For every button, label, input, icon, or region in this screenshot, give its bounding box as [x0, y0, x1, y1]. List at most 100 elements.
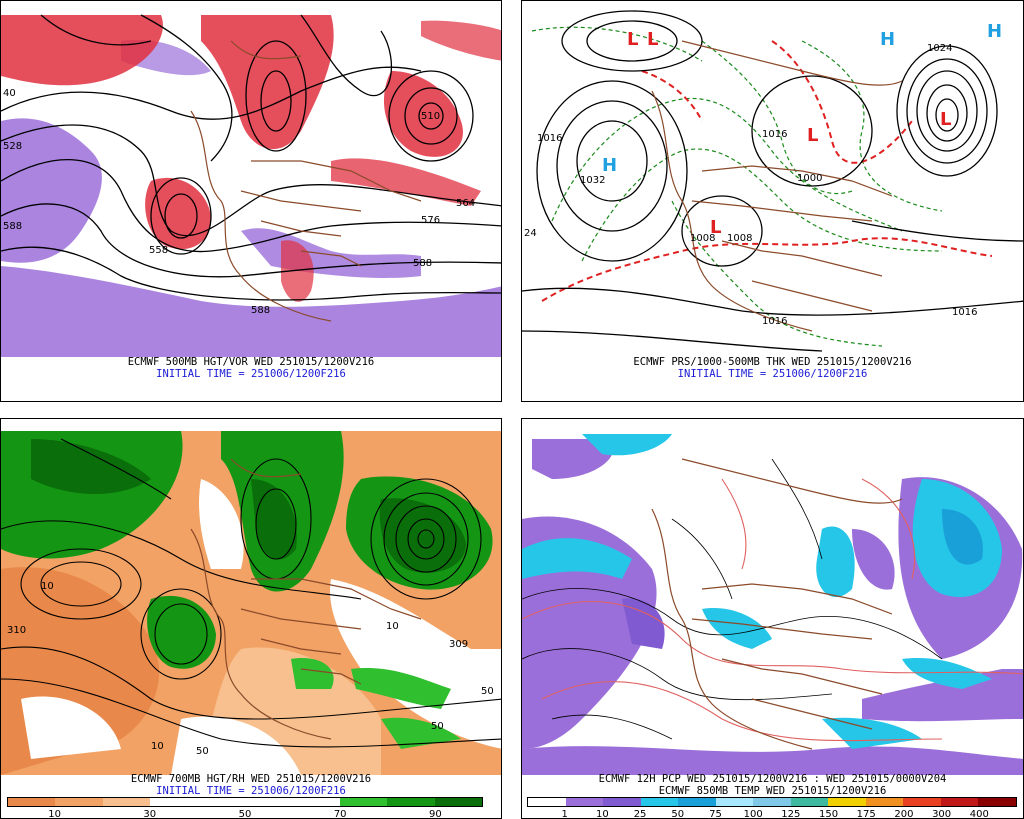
svg-text:588: 588 — [3, 221, 22, 232]
panel-prs-thk: H H H L L L L L 1024 1032 1016 1008 1000… — [521, 0, 1024, 402]
svg-text:1024: 1024 — [927, 43, 952, 54]
rh-colorbar-swatches — [7, 797, 483, 807]
colorbar-swatch — [678, 798, 716, 806]
svg-text:564: 564 — [456, 198, 475, 209]
colorbar-tick-label: 90 — [429, 809, 442, 819]
low-marker: L — [647, 29, 658, 50]
svg-text:588: 588 — [413, 258, 432, 269]
pcp-colorbar-labels: 1 10 25 50 75 100 125 150 175 200 300 400 — [527, 809, 1017, 819]
panel-500mb-hgt-vor: 40 528 588 558 576 564 588 588 510 ECMWF… — [0, 0, 502, 402]
svg-text:40: 40 — [3, 88, 16, 99]
colorbar-swatch — [245, 798, 293, 806]
svg-text:576: 576 — [421, 215, 440, 226]
colorbar-tick-label: 150 — [818, 809, 839, 819]
colorbar-tick-label: 1 — [561, 809, 568, 819]
svg-text:510: 510 — [421, 111, 440, 122]
caption-initial-time: INITIAL TIME = 251006/1200F216 — [677, 368, 868, 380]
panel-700mb-hgt-rh: 310 10 10 10 50 50 50 309 ECMWF 700MB HG… — [0, 418, 502, 819]
low-marker: L — [807, 125, 818, 146]
rh-colorbar-labels: 10 30 50 70 90 — [7, 809, 483, 819]
colorbar-swatch — [903, 798, 941, 806]
colorbar-tick-label: 75 — [709, 809, 722, 819]
colorbar-tick-label: 200 — [894, 809, 914, 819]
svg-text:1016: 1016 — [762, 129, 787, 140]
caption-title: ECMWF 500MB HGT/VOR WED 251015/1200V216 — [127, 356, 375, 368]
svg-text:1016: 1016 — [537, 133, 562, 144]
colorbar-swatch — [339, 798, 388, 806]
low-marker: L — [710, 217, 721, 238]
colorbar-tick-label: 175 — [856, 809, 876, 819]
map-500mb: 40 528 588 558 576 564 588 588 510 — [1, 14, 501, 357]
svg-text:50: 50 — [431, 721, 444, 732]
colorbar-swatch — [978, 798, 1016, 806]
colorbar-swatch — [387, 798, 435, 806]
colorbar-tick-label: 400 — [969, 809, 989, 819]
svg-text:50: 50 — [481, 686, 494, 697]
pcp-colorbar-swatches — [527, 797, 1017, 807]
colorbar-tick-label: 10 — [596, 809, 609, 819]
svg-text:1008: 1008 — [727, 233, 752, 244]
svg-text:10: 10 — [151, 741, 164, 752]
caption-title: ECMWF 12H PCP WED 251015/1200V216 : WED … — [598, 773, 947, 785]
colorbar-swatch — [790, 798, 829, 806]
highs: H H H — [602, 21, 1002, 176]
caption-700mb: ECMWF 700MB HGT/RH WED 251015/1200V216 I… — [1, 773, 501, 797]
svg-text:588: 588 — [251, 305, 270, 316]
colorbar-swatch — [55, 798, 103, 806]
svg-text:558: 558 — [149, 245, 168, 256]
rh-labels: 310 10 10 10 50 50 50 309 — [7, 581, 494, 757]
svg-text:10: 10 — [386, 621, 399, 632]
colorbar-swatch — [603, 798, 641, 806]
caption-initial-time: INITIAL TIME = 251006/1200F216 — [156, 785, 346, 797]
colorbar-tick-label: 30 — [143, 809, 157, 819]
map-700mb: 310 10 10 10 50 50 50 309 — [1, 431, 501, 775]
svg-text:1032: 1032 — [580, 175, 605, 186]
colorbar-swatch — [565, 798, 604, 806]
map-pcp — [522, 431, 1023, 775]
caption-initial-time: INITIAL TIME = 251006/1200F216 — [156, 368, 346, 380]
colorbar-tick-label: 10 — [48, 809, 61, 819]
colorbar-swatch — [528, 798, 566, 806]
colorbar-swatch — [753, 798, 791, 806]
colorbar-swatch — [292, 798, 340, 806]
svg-text:24: 24 — [524, 228, 537, 239]
svg-text:528: 528 — [3, 141, 22, 152]
svg-text:1000: 1000 — [797, 173, 822, 184]
svg-text:1016: 1016 — [762, 316, 787, 327]
caption-subtitle: ECMWF 850MB TEMP WED 251015/1200V216 — [658, 785, 887, 797]
caption-title: ECMWF 700MB HGT/RH WED 251015/1200V216 — [130, 773, 372, 785]
colorbar-swatch — [102, 798, 151, 806]
colorbar-tick-label: 50 — [671, 809, 685, 819]
colorbar-swatch — [150, 798, 198, 806]
colorbar-swatch — [8, 798, 56, 806]
svg-text:1008: 1008 — [690, 233, 715, 244]
colorbar-swatch — [640, 798, 679, 806]
svg-text:309: 309 — [449, 639, 468, 650]
colorbar-tick-label: 50 — [238, 809, 252, 819]
caption-title: ECMWF PRS/1000-500MB THK WED 251015/1200… — [633, 356, 912, 368]
map-prs-thk: H H H L L L L L 1024 1032 1016 1008 1000… — [522, 10, 1023, 352]
svg-text:50: 50 — [196, 746, 209, 757]
svg-text:1016: 1016 — [952, 307, 977, 318]
colorbar-swatch — [940, 798, 979, 806]
colorbar-tick-label: 25 — [633, 809, 647, 819]
lows: L L L L L — [627, 29, 951, 238]
low-marker: L — [627, 29, 638, 50]
caption-500mb: ECMWF 500MB HGT/VOR WED 251015/1200V216 … — [1, 356, 501, 380]
colorbar-tick-label: 125 — [781, 809, 801, 819]
svg-text:310: 310 — [7, 625, 26, 636]
colorbar-swatch — [434, 798, 483, 806]
colorbar-swatch — [715, 798, 754, 806]
high-marker: H — [602, 155, 617, 176]
colorbar-swatch — [828, 798, 866, 806]
caption-prs-thk: ECMWF PRS/1000-500MB THK WED 251015/1200… — [522, 356, 1023, 380]
high-marker: H — [987, 21, 1002, 42]
colorbar-tick-label: 100 — [743, 809, 763, 819]
colorbar-swatch — [197, 798, 246, 806]
panel-12h-pcp-850-temp: ECMWF 12H PCP WED 251015/1200V216 : WED … — [521, 418, 1024, 819]
low-marker: L — [940, 109, 951, 130]
colorbar-swatch — [865, 798, 904, 806]
contour-labels-500: 40 528 588 558 576 564 588 588 510 — [3, 88, 475, 316]
colorbar-tick-label: 300 — [932, 809, 952, 819]
high-marker: H — [880, 29, 895, 50]
